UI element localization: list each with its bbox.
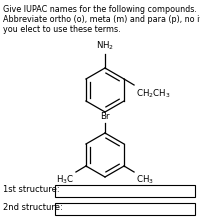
Text: 2nd structure:: 2nd structure: [3, 203, 63, 212]
Text: CH$_2$CH$_3$: CH$_2$CH$_3$ [136, 87, 171, 99]
Text: H$_3$C: H$_3$C [56, 174, 74, 187]
Text: NH$_2$: NH$_2$ [96, 40, 114, 52]
Text: CH$_3$: CH$_3$ [136, 174, 154, 187]
Text: Br: Br [100, 112, 110, 121]
Text: Give IUPAC names for the following compounds.: Give IUPAC names for the following compo… [3, 5, 197, 14]
Bar [55, 185, 195, 197]
Text: 1st structure:: 1st structure: [3, 185, 60, 194]
Bar [55, 203, 195, 215]
Text: Abbreviate ortho (o), meta (m) and para (p), no italics, if: Abbreviate ortho (o), meta (m) and para … [3, 15, 200, 24]
Text: you elect to use these terms.: you elect to use these terms. [3, 25, 121, 34]
